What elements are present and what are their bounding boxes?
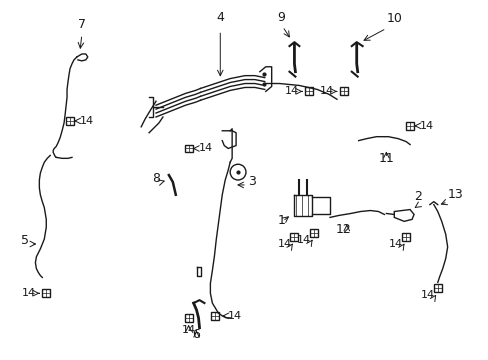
Bar [433,284,441,292]
Text: 10: 10 [386,13,402,26]
Text: 14: 14 [388,239,403,249]
Text: 14: 14 [419,121,433,131]
Polygon shape [393,210,413,221]
Text: 14: 14 [80,116,94,126]
Bar [309,229,318,237]
Text: 3: 3 [247,175,255,188]
Text: 14: 14 [22,288,36,298]
Bar [211,312,219,320]
Text: 5: 5 [20,234,28,247]
Text: 12: 12 [335,223,351,236]
Bar [305,87,313,95]
Bar [66,117,74,125]
Bar [406,122,413,130]
Text: 14: 14 [319,86,333,96]
Text: 13: 13 [447,188,463,201]
Bar [184,314,192,322]
Text: 6: 6 [192,328,200,341]
Bar [184,145,192,152]
Text: 14: 14 [198,144,212,153]
Text: 8: 8 [152,172,160,185]
Text: 4: 4 [216,10,224,23]
Bar [42,289,50,297]
Text: 14: 14 [285,86,299,96]
Text: 7: 7 [78,18,86,31]
Text: 14: 14 [277,239,291,249]
Text: 14: 14 [181,325,195,334]
Bar [339,87,347,95]
Text: 2: 2 [413,190,421,203]
Bar [290,233,298,241]
Text: 9: 9 [277,10,285,23]
Bar [401,233,409,241]
Text: 11: 11 [378,152,393,165]
Text: 14: 14 [228,311,242,321]
Text: 1: 1 [277,214,285,227]
Text: 14: 14 [420,290,434,300]
Text: 14: 14 [297,235,311,245]
